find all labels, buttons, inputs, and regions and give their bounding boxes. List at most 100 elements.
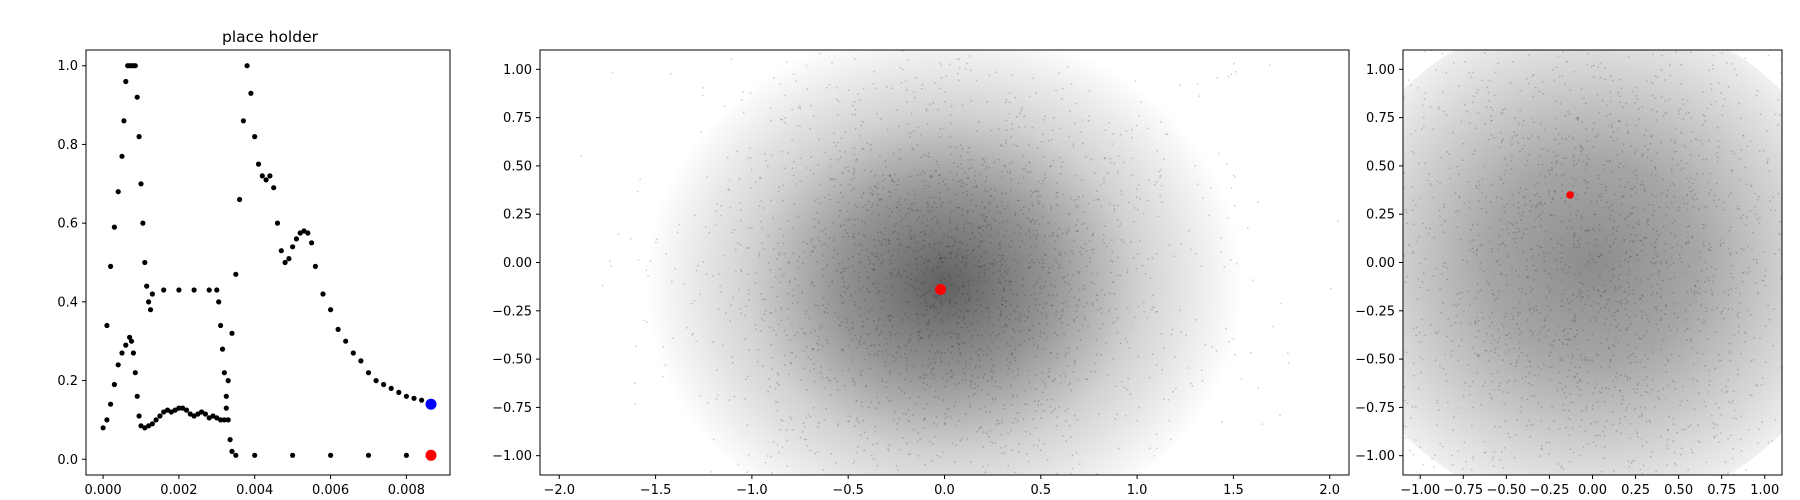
- density-point: [1037, 196, 1039, 198]
- density-point: [736, 242, 739, 245]
- density-point: [925, 402, 928, 405]
- density-point: [898, 238, 900, 241]
- density-point: [1133, 221, 1135, 223]
- density-point: [967, 222, 970, 225]
- density-point: [867, 200, 870, 203]
- density-point: [878, 199, 881, 202]
- density-point: [1406, 275, 1409, 278]
- density-point: [1095, 294, 1098, 296]
- density-point: [1035, 304, 1037, 306]
- density-point: [1168, 419, 1170, 422]
- density-point: [948, 311, 951, 313]
- density-point: [817, 335, 819, 338]
- density-point: [756, 360, 759, 363]
- noise-points-2: [1362, 16, 1782, 475]
- data-point-series-0: [136, 413, 142, 419]
- density-point: [1079, 271, 1081, 274]
- density-point: [974, 387, 977, 390]
- density-point: [1034, 219, 1037, 222]
- density-point: [954, 240, 957, 243]
- density-point: [1604, 306, 1606, 309]
- density-point: [1149, 277, 1152, 280]
- density-point: [770, 154, 773, 157]
- density-point: [1538, 339, 1540, 342]
- density-point: [1003, 289, 1005, 292]
- density-point: [717, 308, 720, 311]
- density-point: [967, 151, 969, 154]
- density-point: [823, 387, 826, 390]
- density-point: [733, 229, 736, 231]
- density-point: [1081, 324, 1084, 327]
- density-point: [1543, 325, 1546, 328]
- density-point: [1136, 208, 1139, 211]
- density-point: [927, 206, 929, 209]
- density-point: [1037, 404, 1040, 406]
- density-point: [1068, 384, 1070, 386]
- density-point: [1600, 183, 1603, 186]
- density-point: [1002, 254, 1005, 257]
- density-point: [1651, 82, 1654, 85]
- density-point: [1669, 232, 1672, 235]
- density-point: [1630, 44, 1632, 46]
- density-point: [1620, 432, 1622, 435]
- density-point: [1618, 287, 1620, 290]
- density-point: [904, 353, 906, 356]
- density-point: [1669, 329, 1672, 332]
- density-point: [812, 250, 814, 253]
- density-point: [997, 306, 1000, 309]
- density-point: [825, 41, 827, 43]
- density-point: [1498, 337, 1501, 339]
- density-point: [1089, 240, 1091, 243]
- data-point-series-2: [425, 449, 437, 461]
- density-point: [935, 170, 938, 172]
- density-point: [1468, 72, 1470, 74]
- density-point: [969, 403, 971, 405]
- density-point: [906, 365, 909, 367]
- density-point: [883, 178, 886, 181]
- density-point: [900, 273, 902, 276]
- density-point: [1737, 331, 1740, 334]
- density-point: [1389, 286, 1391, 288]
- density-point: [851, 377, 854, 380]
- density-point: [891, 255, 894, 257]
- x-tick-label: 2.0: [1319, 483, 1340, 498]
- density-point: [961, 147, 964, 150]
- density-point: [1501, 139, 1504, 142]
- density-point: [1049, 165, 1052, 168]
- density-point: [874, 430, 876, 433]
- density-point: [809, 127, 812, 130]
- density-point: [1497, 62, 1499, 65]
- density-point: [842, 349, 845, 352]
- density-point: [783, 363, 786, 366]
- density-point: [999, 269, 1001, 272]
- density-point: [1569, 339, 1571, 342]
- density-point: [1404, 399, 1406, 402]
- density-point: [1643, 134, 1646, 137]
- density-point: [1018, 411, 1020, 414]
- density-point: [1362, 272, 1364, 274]
- density-point: [947, 273, 950, 276]
- density-point: [1510, 168, 1513, 171]
- density-point: [966, 309, 969, 312]
- density-point: [949, 136, 952, 139]
- x-tick-label: −1.0: [736, 483, 768, 498]
- density-point: [1399, 155, 1401, 157]
- density-point: [1039, 449, 1042, 452]
- density-point: [1036, 37, 1038, 39]
- density-point: [1639, 183, 1642, 186]
- density-point: [813, 368, 815, 370]
- density-point: [1561, 305, 1564, 307]
- density-point: [877, 231, 879, 234]
- density-point: [1380, 321, 1382, 323]
- density-point: [1384, 16, 1386, 18]
- density-point: [964, 171, 967, 174]
- density-point: [1001, 200, 1003, 203]
- density-point: [1720, 414, 1723, 416]
- density-point: [778, 384, 780, 386]
- density-point: [1069, 110, 1071, 112]
- density-point: [771, 368, 774, 371]
- density-point: [1172, 390, 1174, 393]
- density-point: [851, 338, 853, 341]
- density-point: [1155, 364, 1158, 367]
- density-point: [1581, 409, 1583, 412]
